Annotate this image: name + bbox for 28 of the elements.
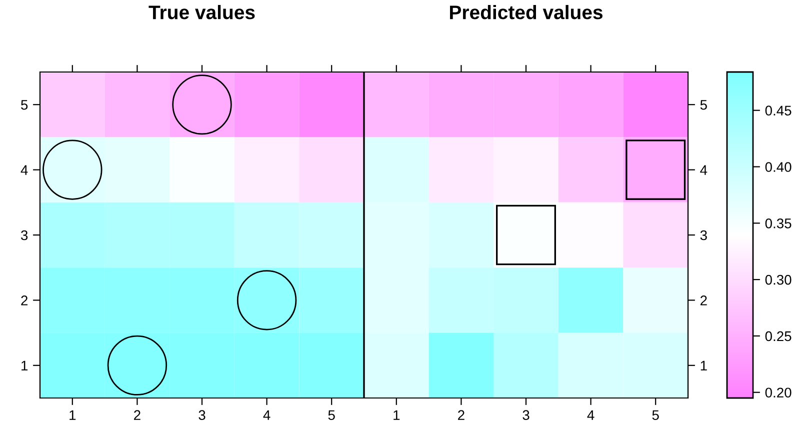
y-tick-label: 4 — [700, 165, 708, 175]
x-tick-label: 1 — [394, 410, 400, 420]
color-bar-label: 0.45 — [765, 106, 792, 116]
color-bar-label: 0.30 — [765, 274, 792, 285]
y-tick-label: 1 — [700, 360, 707, 370]
y2-tick-label: 2 — [21, 296, 28, 306]
y2-tick-label: 4 — [20, 165, 28, 175]
color-bar-label: 0.20 — [765, 388, 792, 398]
x-tick-label: 4 — [587, 410, 594, 420]
x-tick-label: 2 — [458, 410, 464, 420]
x-tick-label: 5 — [328, 410, 335, 420]
x-tick-label: 3 — [522, 410, 530, 420]
x-tick-label: 4 — [263, 410, 270, 420]
text: Predicted values — [450, 4, 602, 20]
x-tick-label: 1 — [70, 410, 76, 420]
y-tick-label: 5 — [700, 100, 707, 110]
x-tick-label: 3 — [198, 410, 206, 420]
color-bar-label: 0.40 — [765, 162, 792, 172]
y-tick-label: 2 — [700, 296, 707, 306]
x-tick-label: 2 — [134, 410, 140, 420]
color-bar-label: 0.35 — [765, 218, 792, 228]
x-tick-label: 5 — [652, 410, 659, 420]
text: True values — [148, 4, 255, 20]
y-tick-label: 3 — [700, 230, 707, 240]
y2-tick-label: 5 — [21, 100, 28, 110]
y2-tick-label: 3 — [21, 230, 28, 240]
color-bar-label: 0.25 — [765, 331, 792, 342]
y2-tick-label: 1 — [22, 360, 28, 370]
